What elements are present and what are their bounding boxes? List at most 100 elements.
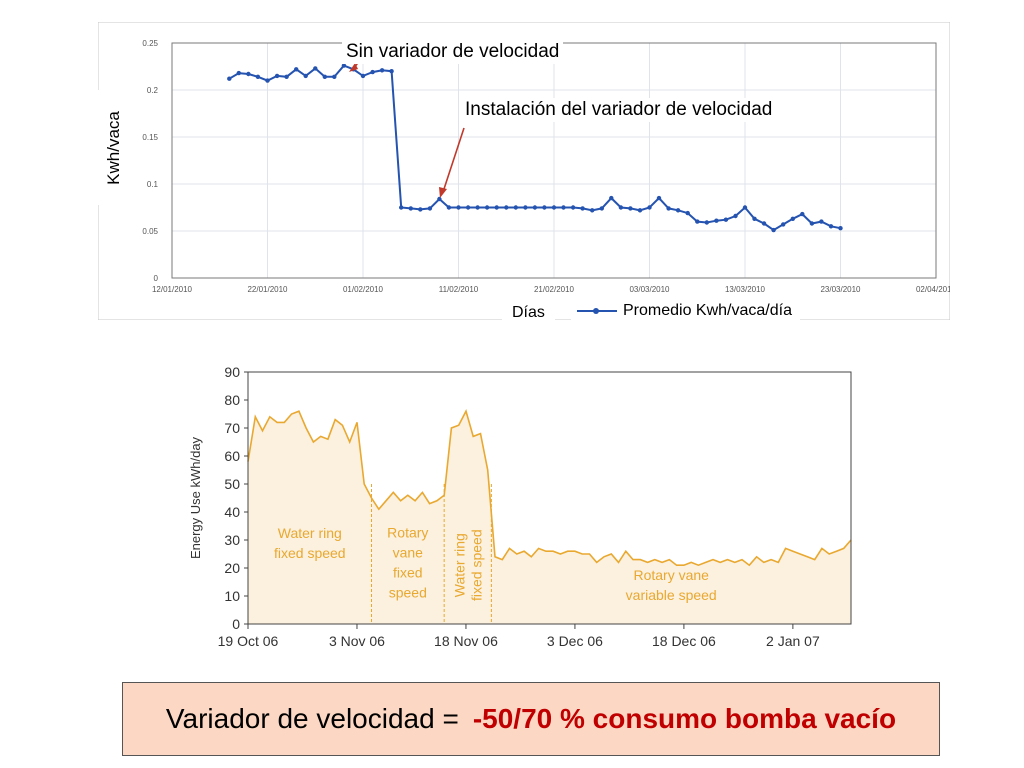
chart1-x-tick-label: 01/02/2010 <box>343 285 384 294</box>
chart2-y-tick-label: 30 <box>224 532 240 548</box>
chart2-region-label: Rotary <box>387 524 428 540</box>
chart1-data-point <box>675 208 681 213</box>
summary-box: Variador de velocidad = -50/70 % consumo… <box>122 682 940 756</box>
chart1-data-point <box>303 73 308 79</box>
chart1-data-point <box>781 222 786 227</box>
arrow-instalacion <box>442 127 465 193</box>
summary-highlight: -50/70 % consumo bomba vacío <box>472 703 897 734</box>
chart1-data-point <box>800 211 805 217</box>
chart1-data-point <box>599 206 604 211</box>
chart2-y-tick-label: 10 <box>224 588 240 604</box>
chart2-region-label-group: Water ring fixed speed <box>451 529 484 601</box>
chart2-x-tick-label: 2 Jan 07 <box>766 633 820 649</box>
chart1-x-tick-label: 22/01/2010 <box>247 285 288 294</box>
chart2-y-tick-label: 50 <box>224 476 240 492</box>
chart1-data-point <box>714 218 719 223</box>
chart2-series-line <box>247 409 852 567</box>
chart1-y-tick-label: 0.25 <box>142 39 158 48</box>
chart1-data-point <box>704 220 709 225</box>
chart2-region-label: Water ring <box>278 525 342 541</box>
chart1-data-point <box>475 205 480 210</box>
chart2-x-tick-label: 18 Nov 06 <box>434 633 498 649</box>
chart2-region-label: speed <box>389 584 427 600</box>
chart1-x-tick-label: 21/02/2010 <box>534 285 575 294</box>
chart1-data-point <box>399 205 404 210</box>
chart1-data-point <box>274 73 280 79</box>
chart1-legend: Promedio Kwh/vaca/día <box>571 300 800 322</box>
chart2-y-tick-label: 70 <box>224 420 240 436</box>
chart2-x-tick-label: 18 Dec 06 <box>652 633 716 649</box>
chart1-data-point <box>618 205 624 210</box>
chart1-data-point <box>647 205 652 210</box>
chart1-data-point <box>532 205 538 210</box>
chart1-data-point <box>666 206 671 211</box>
chart1-y-axis-label-box: Kwh/vaca <box>98 90 130 205</box>
chart1-data-point <box>484 205 490 210</box>
chart1-data-point <box>819 219 824 224</box>
chart2-x-tick-label: 3 Nov 06 <box>329 633 385 649</box>
chart1-data-point <box>418 207 423 212</box>
chart1-data-point <box>427 206 433 211</box>
chart2-region-label: fixed speed <box>468 529 484 601</box>
chart1-data-point <box>828 224 834 229</box>
chart1-data-point <box>446 205 452 210</box>
chart2-x-tick-label: 3 Dec 06 <box>547 633 603 649</box>
chart1-data-point <box>513 205 518 210</box>
arrow-instalacion-head <box>439 187 447 198</box>
chart1-y-tick-label: 0.15 <box>142 133 158 142</box>
chart1-data-point <box>255 74 261 79</box>
chart1-data-point <box>523 205 528 210</box>
chart1-y-axis-label: Kwh/vaca <box>104 110 123 185</box>
chart1-data-point <box>504 205 509 210</box>
chart1-data-point <box>685 210 690 216</box>
chart1-data-point <box>637 208 643 213</box>
chart1-data-point <box>389 69 394 74</box>
chart2-plot-frame <box>247 371 852 625</box>
chart1-data-point <box>809 221 815 226</box>
chart1-data-point <box>313 66 318 71</box>
chart1-data-point <box>379 68 385 73</box>
chart1-x-tick-label: 12/01/2010 <box>152 285 193 294</box>
chart1-x-tick-label: 02/04/2010 <box>916 285 950 294</box>
chart2-region-label: fixed speed <box>274 545 346 561</box>
chart1-data-point <box>742 205 748 210</box>
chart1-data-point <box>590 208 595 213</box>
chart1-data-point <box>456 205 461 210</box>
summary-text: Variador de velocidad = <box>165 703 459 734</box>
chart1-data-point <box>294 67 299 72</box>
chart2-y-axis-label: Energy Use kWh/day <box>188 436 203 559</box>
chart1-x-tick-label: 23/03/2010 <box>820 285 861 294</box>
chart1-data-point <box>580 206 585 211</box>
chart1-data-point <box>246 71 251 77</box>
chart1-data-point <box>408 206 413 211</box>
chart2-region-label: variable speed <box>626 587 717 603</box>
chart1-y-tick-label: 0.05 <box>142 227 158 236</box>
chart2-region-label: Water ring <box>451 533 467 597</box>
chart1-data-point <box>771 227 776 233</box>
chart1-y-tick-label: 0.2 <box>147 86 159 95</box>
chart1-legend-swatch <box>577 305 617 317</box>
chart1-x-tick-label: 03/03/2010 <box>629 285 670 294</box>
chart2-y-tick-label: 0 <box>232 616 240 632</box>
annotation-instalacion-variador: Instalación del variador de velocidad <box>461 98 777 122</box>
chart2-area-fill <box>248 411 851 624</box>
chart2-region-label: fixed <box>393 564 423 580</box>
chart1-data-point <box>733 213 738 219</box>
chart1-x-axis-label: Días <box>502 302 555 324</box>
chart1-legend-label: Promedio Kwh/vaca/día <box>623 302 792 319</box>
chart1-data-point <box>723 217 729 222</box>
chart2-region-label: vane <box>393 544 424 560</box>
chart1-data-point <box>761 221 767 226</box>
chart2-y-tick-label: 40 <box>224 504 240 520</box>
chart1-data-point <box>561 205 566 210</box>
chart1-data-point <box>551 205 557 210</box>
chart1-frame <box>98 22 950 320</box>
chart1-data-point <box>332 74 337 79</box>
chart1-data-point <box>227 76 232 81</box>
chart1-data-point <box>265 78 270 83</box>
chart1-data-point <box>695 219 700 224</box>
chart1-x-tick-label: 11/02/2010 <box>439 285 479 294</box>
chart1-data-point <box>542 205 547 210</box>
chart1-x-tick-label: 13/03/2010 <box>725 285 766 294</box>
